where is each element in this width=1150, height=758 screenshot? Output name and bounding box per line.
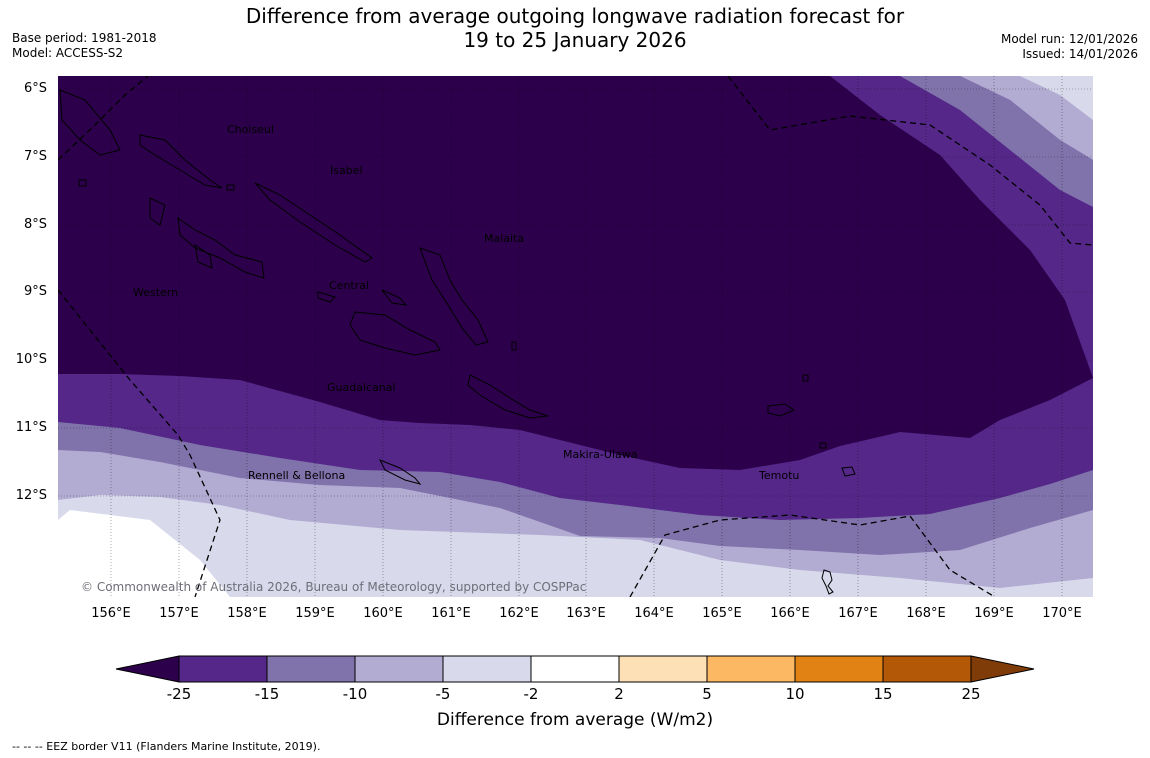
copyright-text: © Commonwealth of Australia 2026, Bureau… (81, 580, 587, 594)
florida-islands (317, 289, 408, 306)
lat-label-8s: 8°S (23, 217, 47, 232)
model-run: Model run: 12/01/2026 (1000, 32, 1138, 46)
lon-label-164e: 164°E (634, 606, 674, 621)
model-name: Model: ACCESS-S2 (12, 46, 124, 60)
lon-label-156e: 156°E (91, 606, 131, 621)
colorbar-title: Difference from average (W/m2) (436, 710, 714, 730)
colorbar-tick: 15 (873, 685, 893, 703)
lat-label-11s: 11°S (15, 420, 47, 435)
lon-label-160e: 160°E (363, 606, 403, 621)
colorbar-tick: 2 (614, 685, 624, 703)
lon-label-162e: 162°E (499, 606, 539, 621)
band-ne-b2abd2 (960, 76, 1093, 160)
band-2d004b (58, 76, 1093, 470)
lat-label-7s: 7°S (23, 149, 47, 164)
choiseul-island (139, 134, 223, 189)
band-ne-8073ac (900, 76, 1093, 207)
makira-island (467, 374, 549, 419)
colorbar-tick: 10 (785, 685, 805, 703)
eez-border (58, 76, 1093, 597)
lat-label-10s: 10°S (15, 352, 47, 367)
colorbar-tick: -25 (166, 685, 192, 703)
region-label-malaita: Malaita (484, 232, 525, 245)
santa-cruz-islands (767, 403, 856, 477)
lon-label-170e: 170°E (1042, 606, 1082, 621)
lat-label-12s: 12°S (15, 488, 47, 503)
map-title: Difference from average outgoing longwav… (0, 4, 1150, 52)
lat-label-6s: 6°S (23, 81, 47, 96)
lon-label-165e: 165°E (702, 606, 742, 621)
lon-label-159e: 159°E (295, 606, 335, 621)
bougainville-tip (59, 89, 121, 156)
title-line-1: Difference from average outgoing longwav… (245, 4, 905, 28)
small-islands (78, 179, 834, 595)
region-label-western: Western (133, 286, 179, 299)
region-label-choiseul: Choiseul (227, 123, 274, 136)
colorbar-tick: -15 (254, 685, 280, 703)
region-label-central: Central (329, 279, 370, 292)
isabel-island (254, 182, 373, 263)
lon-label-166e: 166°E (770, 606, 810, 621)
meta-left: Base period: 1981-2018 Model: ACCESS-S2 (12, 31, 157, 61)
colorbar-tick: -10 (342, 685, 368, 703)
colorbar-tick: 25 (961, 685, 981, 703)
region-label-makira: Makira-Ulawa (563, 448, 638, 461)
new-georgia-islands (149, 197, 265, 279)
rennell-island (378, 459, 422, 485)
colorbar-tick: -5 (435, 685, 451, 703)
lon-label-161e: 161°E (431, 606, 471, 621)
region-label-isabel: Isabel (330, 164, 363, 177)
lon-label-167e: 167°E (838, 606, 878, 621)
lon-label-158e: 158°E (227, 606, 267, 621)
base-period: Base period: 1981-2018 (12, 31, 157, 45)
title-line-2: 19 to 25 January 2026 (463, 28, 687, 52)
lon-label-157e: 157°E (159, 606, 199, 621)
region-label-rennell: Rennell & Bellona (248, 469, 346, 482)
lon-label-168e: 168°E (906, 606, 946, 621)
meta-right: Model run: 12/01/2026 Issued: 14/01/2026 (1001, 32, 1138, 62)
eez-footnote: -- -- -- EEZ border V11 (Flanders Marine… (12, 740, 321, 753)
guadalcanal-island (349, 311, 441, 356)
malaita-island (419, 247, 489, 346)
region-label-temotu: Temotu (759, 469, 800, 482)
lon-label-169e: 169°E (974, 606, 1014, 621)
lon-label-163e: 163°E (566, 606, 606, 621)
coastlines (59, 89, 856, 595)
region-label-guadalcanal: Guadalcanal (327, 381, 396, 394)
colorbar-tick: -2 (523, 685, 539, 703)
issued-date: Issued: 14/01/2026 (1022, 47, 1138, 61)
lat-label-9s: 9°S (23, 284, 47, 299)
band-ne-d8daeb (1020, 76, 1093, 120)
colorbar-tick: 5 (702, 685, 712, 703)
